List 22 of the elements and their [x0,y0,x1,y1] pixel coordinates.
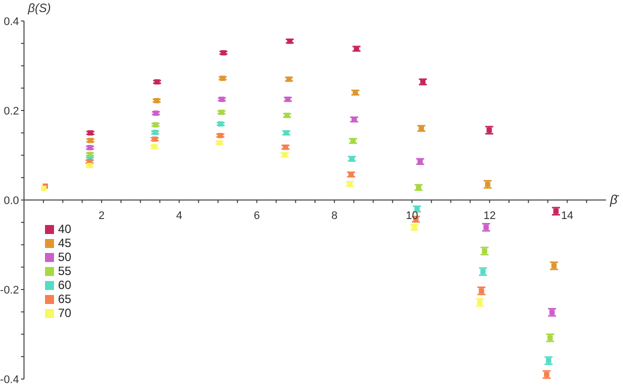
legend-label: 70 [58,306,72,320]
legend-label: 60 [58,278,72,292]
x-axis-title: β̄ [609,192,620,207]
x-tick-label: 8 [331,210,338,222]
point [41,186,46,192]
x-tick-label: 6 [254,210,260,222]
y-tick-label: -0.4 [0,374,19,386]
y-tick-label: 0.0 [4,194,19,207]
x-tick-label: 14 [561,210,574,222]
legend-label: 40 [58,222,72,236]
legend-label: 50 [58,250,72,264]
y-tick-label: 0.4 [4,16,19,28]
x-tick-label: 2 [98,210,105,222]
x-tick-label: 4 [176,210,182,222]
x-tick-label: 12 [483,210,496,222]
legend-label: 45 [58,236,72,250]
y-tick-label: -0.2 [0,284,19,296]
x-tick-label: 10 [406,210,418,222]
y-axis-title: β(S) [27,1,51,15]
legend-label: 65 [58,292,72,306]
legend-label: 55 [58,264,72,278]
y-tick-label: 0.2 [4,105,19,118]
